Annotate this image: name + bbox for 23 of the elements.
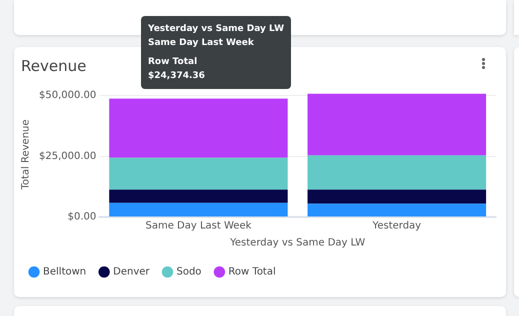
legend-label: Row Total (228, 266, 276, 278)
text: Yesterday vs Same Day LW (148, 23, 284, 36)
x-axis-title: Yesterday vs Same Day LW (229, 238, 366, 249)
bar (308, 190, 486, 204)
y-axis-title: Total Revenue (20, 119, 32, 191)
text: $24,374.36 (148, 70, 206, 83)
chart-title: Revenue (21, 57, 86, 75)
legend-label: Sodo (176, 266, 202, 278)
legend-label: Belltown (43, 266, 86, 278)
bar (109, 158, 288, 190)
text: Same Day Last Week (148, 37, 255, 50)
bar (109, 202, 288, 216)
bar (308, 94, 486, 156)
y-tick-label: $50,000.00 (38, 90, 96, 102)
bar (308, 155, 486, 190)
bar (109, 98, 288, 158)
legend-label: Denver (113, 266, 150, 278)
y-tick-label: $25,000.00 (38, 150, 96, 162)
x-tick-label: Yesterday (372, 220, 422, 232)
text: Row Total (148, 56, 198, 69)
bar (109, 190, 288, 203)
bar (308, 204, 486, 216)
y-tick-label: $0.00 (68, 212, 96, 223)
